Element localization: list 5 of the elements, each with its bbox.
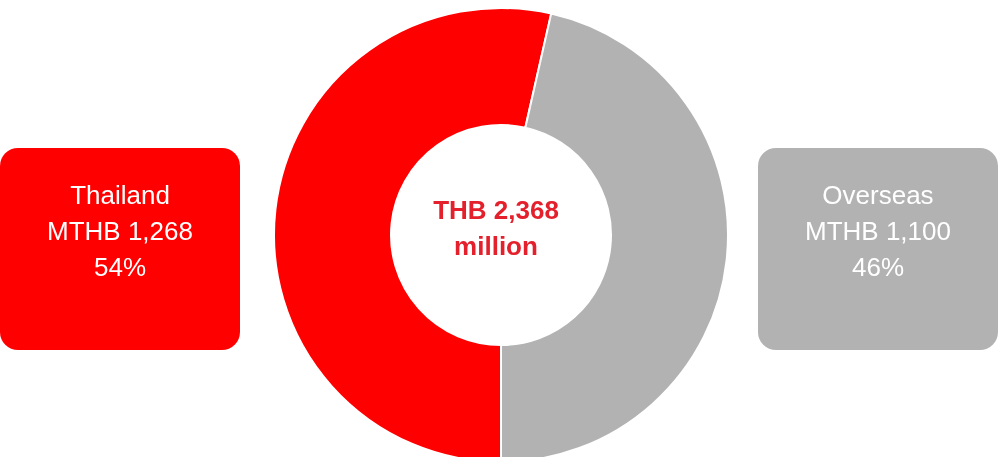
slice-label: Overseas bbox=[822, 179, 934, 212]
text: THB 2,368 million bbox=[432, 194, 560, 263]
slice-label: Thailand bbox=[70, 179, 170, 212]
data-label: MTHB 1,268 54% bbox=[47, 215, 193, 284]
data-label: MTHB 1,100 46% bbox=[805, 215, 951, 284]
